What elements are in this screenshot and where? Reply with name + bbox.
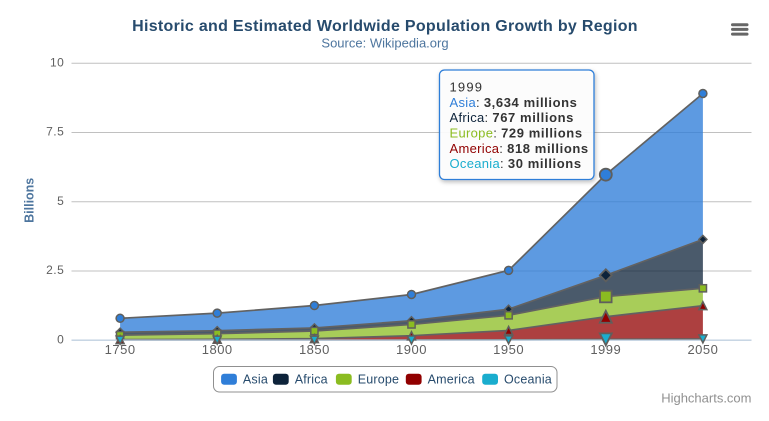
svg-text:7.5: 7.5 — [46, 125, 64, 139]
svg-text:Historic and Estimated Worldwi: Historic and Estimated Worldwide Populat… — [132, 18, 638, 35]
svg-text:Oceania: 30 millions: Oceania: 30 millions — [450, 156, 582, 171]
svg-text:10: 10 — [50, 56, 64, 70]
svg-text:2050: 2050 — [687, 342, 718, 357]
svg-text:Asia: Asia — [243, 373, 268, 387]
svg-text:5: 5 — [57, 194, 64, 208]
svg-text:1999: 1999 — [590, 342, 621, 357]
svg-text:Europe: Europe — [358, 373, 400, 387]
svg-text:Africa: 767 millions: Africa: 767 millions — [450, 110, 574, 125]
svg-text:America: 818 millions: America: 818 millions — [450, 141, 589, 156]
svg-text:2.5: 2.5 — [46, 263, 64, 277]
svg-text:Source: Wikipedia.org: Source: Wikipedia.org — [321, 35, 448, 50]
svg-text:Highcharts.com: Highcharts.com — [661, 391, 751, 406]
svg-text:Oceania: Oceania — [504, 373, 552, 387]
svg-text:1999: 1999 — [450, 80, 484, 95]
svg-text:Billions: Billions — [23, 178, 37, 223]
svg-text:America: America — [428, 373, 475, 387]
svg-text:1850: 1850 — [299, 342, 330, 357]
svg-text:1800: 1800 — [202, 342, 233, 357]
svg-text:1900: 1900 — [396, 342, 427, 357]
svg-text:Asia: 3,634 millions: Asia: 3,634 millions — [450, 95, 578, 110]
svg-text:Africa: Africa — [295, 373, 328, 387]
svg-text:1950: 1950 — [493, 342, 524, 357]
svg-text:1750: 1750 — [105, 342, 136, 357]
svg-text:Europe: 729 millions: Europe: 729 millions — [450, 126, 583, 141]
svg-text:0: 0 — [57, 332, 64, 346]
